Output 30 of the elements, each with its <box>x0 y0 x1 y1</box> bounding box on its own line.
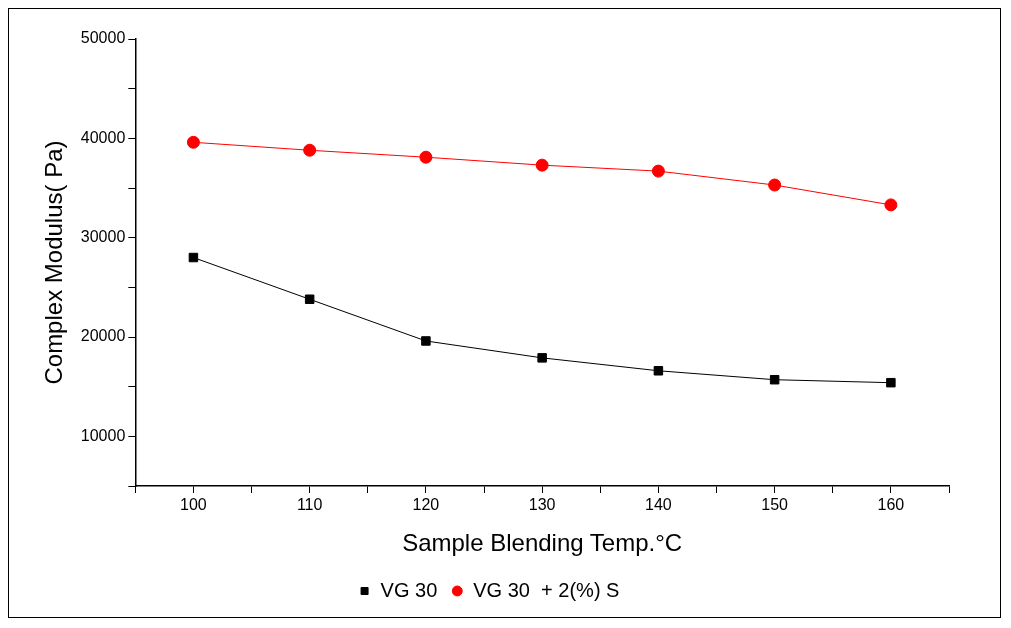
y-tick-label: 50000 <box>80 29 126 47</box>
point <box>304 294 315 304</box>
point <box>884 198 898 212</box>
point <box>419 150 433 164</box>
x-tick-label: 150 <box>761 496 789 514</box>
point <box>769 374 780 385</box>
x-tick-label: 130 <box>528 496 556 514</box>
point <box>188 252 199 263</box>
point <box>651 164 665 178</box>
x-tick-label: 160 <box>877 496 905 514</box>
x-axis-title: Sample Blending Temp.°C <box>402 529 683 557</box>
legend-label: VG 30 + 2(%) S <box>473 578 620 601</box>
y-tick-label: 30000 <box>80 228 126 246</box>
y-tick-label: 10000 <box>80 426 126 444</box>
x-tick-label: 120 <box>412 496 440 514</box>
x-tick-label: 100 <box>180 496 207 514</box>
point <box>886 377 896 388</box>
point <box>768 178 782 192</box>
legend-label: VG 30 <box>380 578 438 601</box>
x-tick-label: 110 <box>296 496 323 514</box>
x-tick-label: 140 <box>645 496 672 514</box>
point <box>303 143 317 157</box>
point <box>537 353 547 363</box>
point <box>653 366 664 376</box>
point <box>186 135 200 149</box>
point <box>535 158 549 172</box>
y-tick-label: 40000 <box>80 128 126 146</box>
point <box>421 336 431 346</box>
y-tick-label: 20000 <box>80 327 126 345</box>
y-axis-title: Complex Modulus( Pa) <box>40 140 68 385</box>
